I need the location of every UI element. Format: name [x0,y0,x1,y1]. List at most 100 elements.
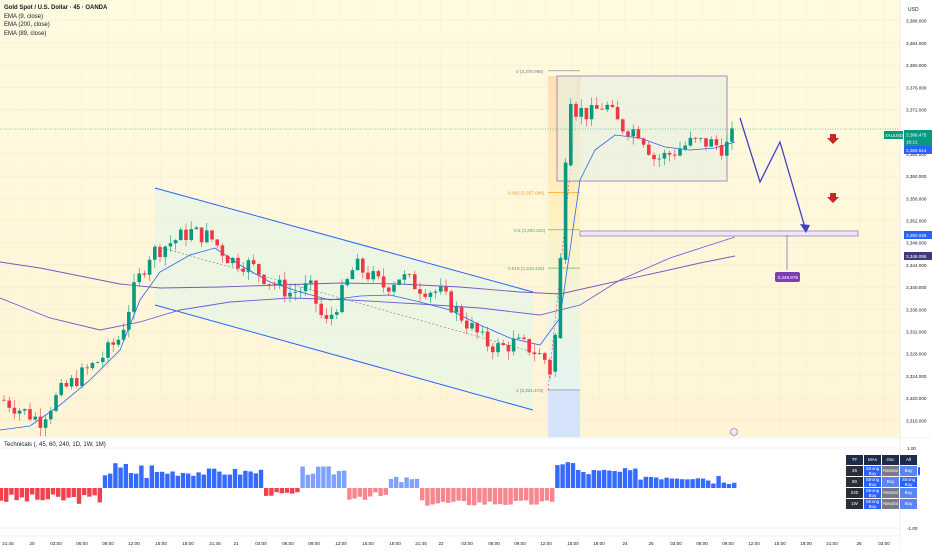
indicator-bar [342,470,347,488]
candle-body [449,291,453,313]
indicator-bar [643,476,648,488]
candle-body [215,239,219,246]
usd-currency-button[interactable]: USD [908,7,919,13]
candle-body [236,257,240,269]
candle-body [121,329,126,340]
bar-countdown: 18:12 [906,140,918,145]
candle-body [147,259,152,275]
fib-label-1: 1 (3,321.474) [516,388,544,393]
fib-zone-bottom [548,390,580,437]
price-tick: 3,388.000 [906,19,927,24]
time-tick: 12:00 [128,541,140,546]
indicator-bar [435,488,440,504]
ema-9-legend[interactable]: EMA (9, close) [4,13,44,20]
indicator-bar [123,463,128,488]
indicator-bar [305,474,310,488]
indicator-bar [664,477,669,488]
ema-price-tag: 3,366.514 [906,148,927,153]
candle-body [272,284,277,286]
tbl-r0-osc: Neutral [881,464,900,477]
time-tick: 18:00 [182,541,194,546]
candle-body [730,128,734,142]
time-tick: 12:00 [748,541,760,546]
indicator-bar [680,479,685,488]
indicator-bar [721,482,726,488]
time-tick: 03:00 [50,541,62,546]
indicator-bar [248,471,253,488]
ema-89-legend[interactable]: EMA (89, close) [4,30,47,37]
candle-body [574,103,578,117]
candle-body [543,353,547,360]
indicator-tick: 1.00 [907,446,916,451]
indicator-bar [201,474,206,488]
candle-body [465,320,469,329]
candle-body [194,227,199,230]
candle-body [225,255,230,264]
indicator-bar [352,488,357,499]
symbol-title[interactable]: Gold Spot / U.S. Dollar · 45 · OANDA [4,5,108,11]
candle-body [137,273,141,283]
candle-body [355,258,360,271]
indicator-bar [409,479,414,488]
indicator-bar [316,466,321,488]
indicator-bar [591,470,596,488]
tbl-r0-all: Buy [899,464,918,477]
candle-body [319,303,323,316]
price-tick: 3,360.000 [906,174,927,179]
candle-body [459,306,464,321]
candle-body [673,154,677,156]
candle-body [662,152,667,159]
indicator-bar [92,488,97,496]
symbol-tag-bg [884,131,903,139]
indicator-bar [61,488,66,501]
time-tick: 18:00 [800,541,812,546]
fib-label-0618: 0.618 (3,343.426) [508,266,545,271]
candle-body [418,289,422,294]
last-price-tag: 3,368.475 [906,133,927,138]
indicator-bar [503,488,508,505]
indicator-bar [524,488,529,501]
indicator-bar [71,488,76,498]
indicator-bar [87,488,92,497]
technicals-title[interactable]: Technicals (, 45, 60, 240, 1D, 1W, 1M) [4,442,106,448]
indicator-bar [518,488,524,501]
indicator-bar [373,488,378,493]
candle-body [558,258,563,339]
time-tick: 12:00 [335,541,347,546]
candle-body [132,282,136,312]
candle-body [589,105,594,120]
ema-200-legend[interactable]: EMA (200, close) [4,22,50,28]
candle-body [257,264,261,275]
indicator-bar [560,464,565,488]
fib-label-05: 0.5 (3,350.320) [514,228,546,233]
chart-legend: Gold Spot / U.S. Dollar · 45 · OANDA EMA… [4,4,107,38]
tbl-r1-all: Strong Buy [899,475,918,488]
ema-200-line [0,255,736,295]
candle-body [667,152,672,155]
indicator-bar [690,479,695,488]
indicator-bar [284,488,290,493]
symbol-tag: XAUUSD [885,133,903,138]
indicator-bar [191,475,196,488]
candle-body [709,139,713,147]
candle-body [402,274,407,280]
candle-body [548,359,552,375]
candle-body [704,138,708,147]
candle-body [75,378,79,387]
candle-body [246,260,251,272]
candle-body [106,342,110,358]
candle-body [69,378,74,387]
fib-label-0: 0 (3,378.965) [516,69,544,74]
candle-body [537,353,542,355]
time-tick: 12:00 [540,541,552,546]
candle-body [621,119,625,132]
candle-body [522,337,526,340]
price-tick: 3,372.000 [906,107,927,112]
indicator-bar [212,468,217,488]
indicator-bar [232,468,238,488]
candle-body [626,131,630,137]
candle-body [496,343,500,353]
indicator-bar [654,477,659,488]
